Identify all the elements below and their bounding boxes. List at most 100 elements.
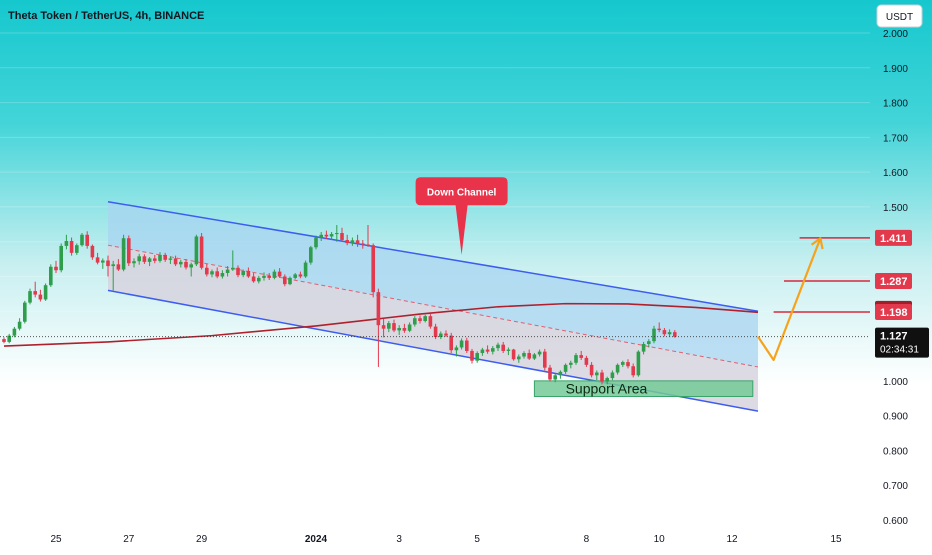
candle-body xyxy=(517,356,521,360)
channel-upper-line xyxy=(107,200,759,313)
candle-body xyxy=(314,237,318,248)
candle-body xyxy=(652,328,656,342)
candle-body xyxy=(179,261,183,265)
candle-body xyxy=(257,277,261,282)
candle-body xyxy=(553,375,557,380)
x-tick-label: 12 xyxy=(726,534,738,545)
candle-body xyxy=(64,241,69,246)
y-tick-label: 1.800 xyxy=(883,99,908,110)
y-tick-label: 1.000 xyxy=(883,377,908,388)
candle-body xyxy=(511,349,516,360)
time-axis[interactable]: 25 27 29 2024 3 5 8 10 12 15 xyxy=(0,530,932,550)
candle-body xyxy=(532,354,537,359)
candle-body xyxy=(298,274,303,277)
channel-lower-fill xyxy=(108,245,758,412)
candle-body xyxy=(657,328,661,331)
candle-body xyxy=(605,378,609,382)
candle-body xyxy=(142,256,147,262)
candle-body xyxy=(407,324,412,331)
price-tag-value: 1.198 xyxy=(880,307,908,319)
candle-body xyxy=(465,340,469,351)
candle-body xyxy=(662,330,667,335)
candle-body xyxy=(28,291,32,303)
candle-body xyxy=(137,256,141,262)
candle-body xyxy=(49,266,53,286)
candle-body xyxy=(595,372,599,376)
candle-body xyxy=(366,244,370,246)
candle-body xyxy=(262,275,266,278)
time-axis-bar xyxy=(0,530,932,550)
candle-body xyxy=(210,271,214,275)
x-tick-label: 5 xyxy=(474,534,480,545)
candle-body xyxy=(43,285,48,300)
candle-body xyxy=(153,258,157,261)
candle-body xyxy=(621,362,625,365)
candle-body xyxy=(522,353,526,357)
candle-body xyxy=(194,236,199,265)
y-tick-label: 0.700 xyxy=(883,481,908,492)
price-tag-badge xyxy=(875,229,912,246)
candle-body xyxy=(496,344,500,349)
candle-body xyxy=(272,271,277,278)
x-tick-label: 15 xyxy=(830,534,842,545)
candle-body xyxy=(95,257,100,263)
callout-bubble xyxy=(415,177,508,255)
candle-body xyxy=(444,333,448,336)
candle-body xyxy=(563,364,568,372)
candle-body xyxy=(423,316,427,322)
candle-body xyxy=(641,343,646,352)
candle-body xyxy=(418,318,422,322)
candle-body xyxy=(7,335,11,342)
candle-body xyxy=(101,260,105,263)
candle-body xyxy=(85,234,89,246)
currency-button-label: USDT xyxy=(886,12,913,23)
down-channel-callout[interactable]: Down Channel xyxy=(415,177,508,255)
candle-body xyxy=(293,274,297,278)
candle-body xyxy=(428,316,433,327)
price-tag-value: 1.411 xyxy=(880,233,907,245)
candle-body xyxy=(251,276,256,282)
candle-body xyxy=(69,241,74,253)
candle-body xyxy=(392,323,396,331)
y-tick-label: 1.900 xyxy=(883,64,908,75)
x-tick-label: 10 xyxy=(654,534,666,545)
candle-body xyxy=(168,258,173,260)
candle-body xyxy=(569,362,573,365)
projection-path xyxy=(757,237,824,362)
candle-body xyxy=(111,264,115,267)
candle-body xyxy=(184,261,188,268)
candle-body xyxy=(215,271,219,277)
candle-body xyxy=(324,234,329,237)
candle-body xyxy=(17,321,22,329)
currency-button[interactable]: USDT xyxy=(876,4,923,28)
candle-body xyxy=(12,328,17,336)
candle-body xyxy=(626,362,630,367)
current-price-tag[interactable]: 1.127 02:34:31 xyxy=(875,327,929,358)
candle-body xyxy=(501,344,505,351)
channel-mid-line xyxy=(107,244,759,368)
candle-body xyxy=(506,349,511,351)
candle-body xyxy=(579,355,583,358)
candle-body xyxy=(59,245,63,271)
projection-line xyxy=(757,237,822,362)
moving-average xyxy=(3,302,759,347)
candle-body xyxy=(303,262,308,277)
y-tick-label: 0.800 xyxy=(883,446,908,457)
horizontal-levels xyxy=(773,237,870,313)
candle-body xyxy=(610,372,615,379)
support-area-label: Support Area xyxy=(566,381,648,397)
candle-body xyxy=(589,364,594,376)
bar-countdown: 02:34:31 xyxy=(880,345,919,356)
candle-body xyxy=(667,332,672,335)
callout-label: Down Channel xyxy=(427,187,497,198)
candle-body xyxy=(345,239,349,244)
candle-body xyxy=(236,267,240,276)
candle-body xyxy=(335,233,339,235)
candle-body xyxy=(199,236,204,268)
support-area-box xyxy=(533,380,754,398)
channel-upper-fill xyxy=(108,201,758,367)
y-tick-label: 2.000 xyxy=(883,29,908,40)
candle-body xyxy=(246,270,251,277)
